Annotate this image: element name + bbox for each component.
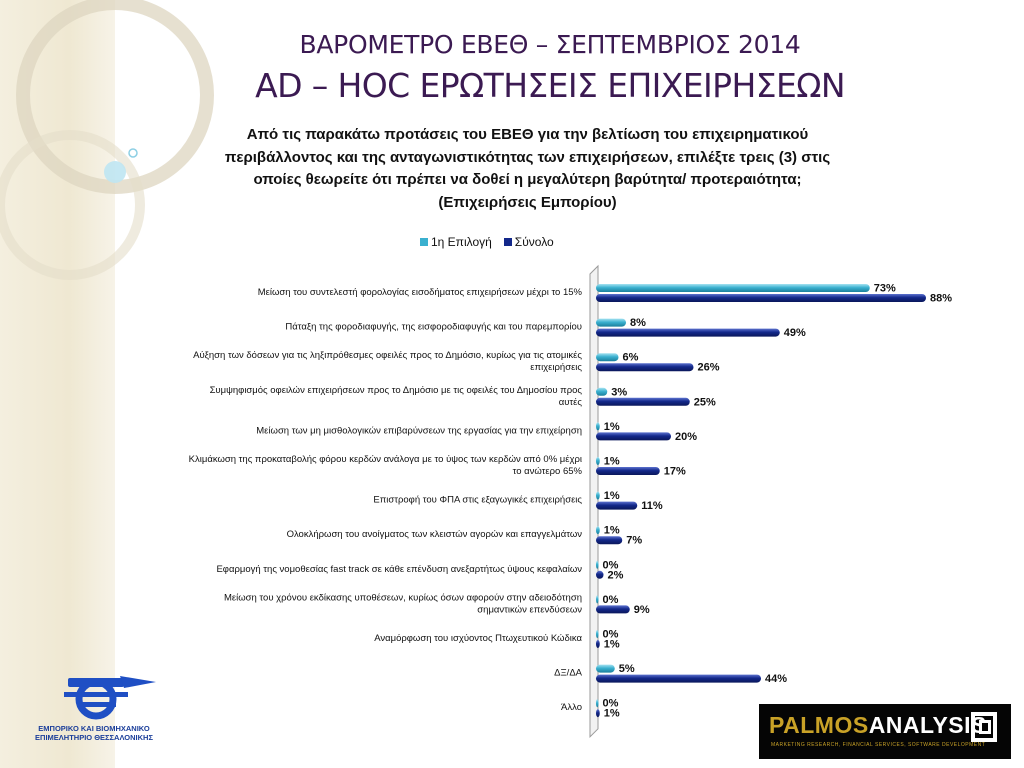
data-label-total: 11%	[641, 500, 663, 512]
data-label-first-choice: 8%	[630, 317, 646, 329]
page-title-line1: ΒΑΡΟΜΕΤΡΟ ΕΒΕΘ – ΣΕΠΤΕΜΒΡΙΟΣ 2014	[299, 30, 801, 59]
bar-first-choice	[596, 664, 615, 673]
legend-swatch-total	[503, 238, 512, 246]
data-label-first-choice: 5%	[619, 663, 635, 675]
data-label-first-choice: 1%	[604, 490, 620, 502]
axis-wall	[589, 264, 599, 739]
bar-first-choice	[596, 387, 608, 396]
survey-question: Από τις παρακάτω προτάσεις του ΕΒΕΘ για …	[150, 124, 905, 214]
bar-first-choice	[596, 457, 600, 465]
question-line-2: περιβάλλοντος και της ανταγωνιστικότητας…	[224, 148, 831, 166]
legend-label-first-choice: 1η Επιλογή	[431, 235, 492, 249]
bar-first-choice	[596, 422, 600, 431]
data-label-total: 7%	[626, 535, 642, 547]
ebeth-logo-text: ΕΜΠΟΡΙΚΟ ΚΑΙ ΒΙΟΜΗΧΑΝΙΚΟ ΕΠΙΜΕΛΗΤΗΡΙΟ ΘΕ…	[0, 724, 188, 742]
category-label: Μείωση του συντελεστή φορολογίας εισοδήμ…	[258, 287, 583, 298]
data-label-total: 49%	[784, 327, 806, 339]
bar-first-choice	[596, 353, 619, 362]
bar-first-choice	[596, 595, 599, 604]
bar-total	[596, 605, 630, 614]
bar-total	[596, 467, 660, 475]
data-label-first-choice: 1%	[604, 525, 620, 537]
palmos-square-icon	[971, 712, 997, 742]
category-label: Μείωση των μη μισθολογικών επιβαρύνσεων …	[256, 425, 582, 436]
category-label: Εφαρμογή της νομοθεσίας fast track σε κά…	[216, 564, 582, 575]
data-label-total: 44%	[765, 673, 787, 685]
data-label-first-choice: 0%	[603, 594, 619, 606]
bar-first-choice	[596, 526, 600, 535]
chart-legend: 1η Επιλογή Σύνολο	[420, 234, 554, 250]
category-label: Επιστροφή του ΦΠΑ στις εξαγωγικές επιχει…	[373, 495, 582, 506]
category-label: Άλλο	[561, 702, 582, 713]
bar-total	[596, 674, 761, 683]
data-label-total: 25%	[694, 396, 716, 408]
legend-swatch-first-choice	[420, 238, 428, 246]
category-label: Αύξηση των δόσεων για τις ληξιπρόθεσμες …	[193, 350, 582, 373]
data-label-total: 17%	[664, 466, 686, 478]
data-label-first-choice: 1%	[604, 421, 620, 433]
bar-total	[596, 570, 604, 579]
page-title-line2: AD – HOC ΕΡΩΤΗΣΕΙΣ ΕΠΙΧΕΙΡΗΣΕΩΝ	[255, 66, 845, 105]
category-label: Ολοκλήρωση του ανοίγματος των κλειστών α…	[287, 529, 583, 540]
data-label-first-choice: 0%	[603, 629, 619, 641]
bar-first-choice	[596, 284, 870, 292]
palmos-logo-wordmark: PALMOSANALYSIS	[769, 712, 987, 739]
data-label-total: 20%	[675, 431, 697, 443]
bar-first-choice	[596, 491, 600, 500]
bar-first-choice	[596, 318, 626, 327]
bar-total	[596, 294, 926, 302]
question-line-3: οποίες θεωρείτε ότι πρέπει να δοθεί η με…	[253, 171, 802, 188]
category-label: ΔΞ/ΔΑ	[554, 668, 583, 679]
bar-total	[596, 640, 600, 648]
data-label-first-choice: 0%	[603, 698, 619, 710]
ebeth-logo-icon	[64, 676, 156, 720]
legend-label-total: Σύνολο	[514, 235, 554, 249]
bar-first-choice	[596, 630, 599, 638]
bar-total	[596, 328, 780, 337]
bar-total	[596, 432, 671, 441]
category-label: Κλιμάκωση της προκαταβολής φόρου κερδών …	[189, 454, 583, 477]
data-label-total: 1%	[604, 639, 620, 651]
category-label: Πάταξη της φοροδιαφυγής, της εισφοροδιαφ…	[285, 322, 582, 333]
bar-total	[596, 709, 600, 718]
question-line-4: (Επιχειρήσεις Εμπορίου)	[438, 193, 617, 211]
ebeth-text-line2: ΕΠΙΜΕΛΗΤΗΡΙΟ ΘΕΣΣΑΛΟΝΙΚΗΣ	[35, 733, 153, 742]
palmos-word-part1: PALMOS	[769, 712, 869, 738]
data-label-first-choice: 0%	[603, 559, 619, 571]
ebeth-text-line1: ΕΜΠΟΡΙΚΟ ΚΑΙ ΒΙΟΜΗΧΑΝΙΚΟ	[38, 724, 150, 733]
palmos-analysis-logo: PALMOSANALYSIS MARKETING RESEARCH, FINAN…	[759, 704, 1011, 759]
question-line-1: Από τις παρακάτω προτάσεις του ΕΒΕΘ για …	[246, 126, 809, 143]
category-labels: Μείωση του συντελεστή φορολογίας εισοδήμ…	[189, 287, 583, 713]
bar-total	[596, 397, 690, 406]
data-label-total: 26%	[698, 362, 720, 374]
data-label-total: 88%	[930, 293, 952, 305]
category-label: Συμψηφισμός οφειλών επιχειρήσεων προς το…	[210, 385, 583, 408]
category-label: Μείωση του χρόνου εκδίκασης υποθέσεων, κ…	[224, 592, 582, 615]
data-label-first-choice: 6%	[623, 352, 639, 364]
data-label-total: 9%	[634, 604, 650, 616]
chart-axis-wall	[589, 264, 599, 739]
data-label-first-choice: 1%	[604, 456, 620, 468]
bar-total	[596, 501, 638, 510]
palmos-word-part2: ANALYSIS	[868, 712, 987, 738]
palmos-logo-tagline: MARKETING RESEARCH, FINANCIAL SERVICES, …	[771, 742, 986, 748]
bar-first-choice	[596, 560, 599, 569]
bar-first-choice	[596, 699, 599, 708]
data-label-total: 2%	[608, 569, 624, 581]
data-label-first-choice: 3%	[611, 386, 627, 398]
bar-total	[596, 536, 623, 545]
data-label-first-choice: 73%	[874, 283, 896, 295]
chart-bars: 73% 88% 8% 49% 6% 26% 3% 25% 1% 20% 1% 17% 1% 11% 1% 7%…	[596, 283, 952, 720]
category-label: Αναμόρφωση του ισχύοντος Πτωχευτικού Κώδ…	[374, 633, 582, 644]
bar-total	[596, 363, 694, 372]
data-label-total: 1%	[604, 708, 620, 720]
